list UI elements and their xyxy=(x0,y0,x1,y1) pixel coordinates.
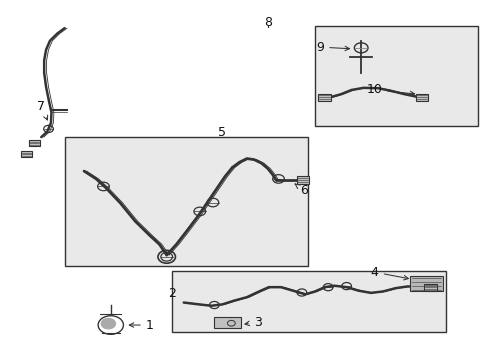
Bar xyxy=(296,176,308,184)
Text: 5: 5 xyxy=(217,126,225,139)
Text: 10: 10 xyxy=(366,84,414,96)
Bar xyxy=(318,94,330,101)
Text: 3: 3 xyxy=(244,316,261,329)
Circle shape xyxy=(101,318,116,329)
Bar xyxy=(213,317,240,328)
Bar xyxy=(409,276,442,292)
Text: 9: 9 xyxy=(316,41,349,54)
Bar xyxy=(423,284,436,291)
Text: 1: 1 xyxy=(129,319,153,332)
Bar xyxy=(415,94,427,101)
Text: 2: 2 xyxy=(168,287,176,300)
Bar xyxy=(29,140,40,146)
Bar xyxy=(64,137,307,266)
Bar xyxy=(21,151,32,157)
Text: 6: 6 xyxy=(294,184,307,197)
Bar xyxy=(171,271,446,332)
Text: 4: 4 xyxy=(370,266,407,280)
Text: 8: 8 xyxy=(264,15,271,28)
Text: 7: 7 xyxy=(37,100,47,120)
Bar xyxy=(314,26,477,126)
